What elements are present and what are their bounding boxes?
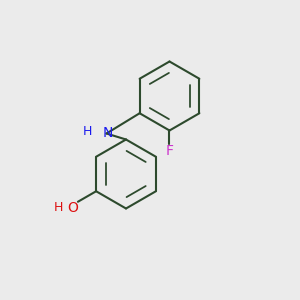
Text: O: O <box>67 201 78 215</box>
Text: F: F <box>166 144 174 158</box>
Text: H: H <box>82 124 92 138</box>
Text: H: H <box>53 201 63 214</box>
Text: N: N <box>103 127 113 140</box>
